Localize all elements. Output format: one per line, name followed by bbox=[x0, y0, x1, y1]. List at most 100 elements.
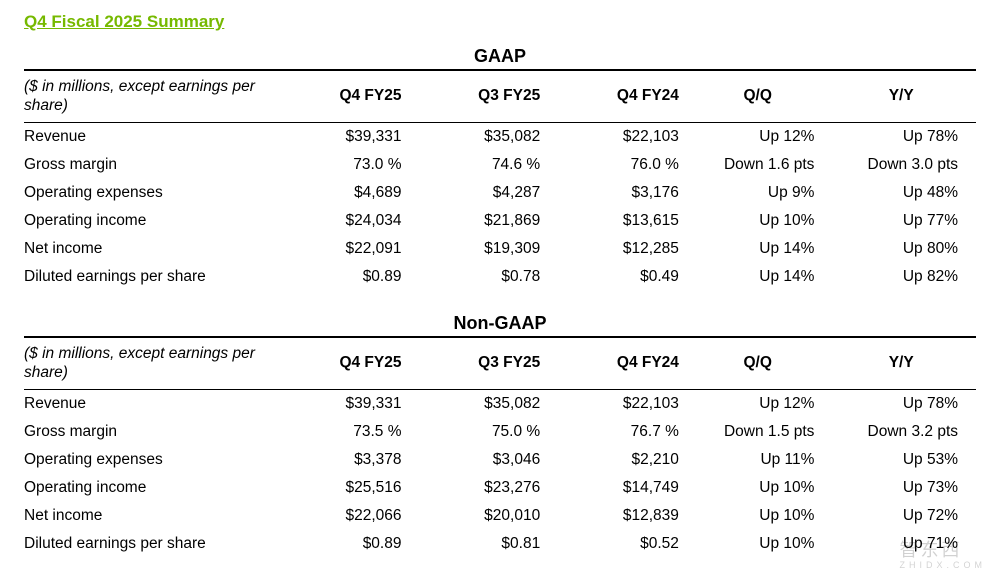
value-cell: $39,331 bbox=[273, 389, 412, 418]
table-title-non-gaap: Non-GAAP bbox=[24, 313, 976, 334]
value-cell: $4,689 bbox=[273, 179, 412, 207]
table-row: Gross margin73.0 %74.6 %76.0 %Down 1.6 p… bbox=[24, 151, 976, 179]
yy-cell: Up 80% bbox=[832, 235, 976, 263]
value-cell: $13,615 bbox=[550, 207, 689, 235]
yy-cell: Up 48% bbox=[832, 179, 976, 207]
row-label: Net income bbox=[24, 502, 273, 530]
yy-cell: Up 78% bbox=[832, 389, 976, 418]
table-row: Net income$22,091$19,309$12,285Up 14%Up … bbox=[24, 235, 976, 263]
value-cell: $22,103 bbox=[550, 122, 689, 151]
yy-cell: Down 3.2 pts bbox=[832, 418, 976, 446]
value-cell: $35,082 bbox=[411, 122, 550, 151]
tables-container: GAAP ($ in millions, except earnings per … bbox=[24, 46, 976, 558]
table-row: Net income$22,066$20,010$12,839Up 10%Up … bbox=[24, 502, 976, 530]
value-cell: $2,210 bbox=[550, 446, 689, 474]
value-cell: 76.7 % bbox=[550, 418, 689, 446]
value-cell: $0.78 bbox=[411, 263, 550, 291]
qq-cell: Up 11% bbox=[689, 446, 833, 474]
qq-cell: Up 14% bbox=[689, 263, 833, 291]
value-cell: $22,091 bbox=[273, 235, 412, 263]
row-label: Diluted earnings per share bbox=[24, 530, 273, 558]
value-cell: $22,066 bbox=[273, 502, 412, 530]
row-label: Operating expenses bbox=[24, 446, 273, 474]
row-label: Gross margin bbox=[24, 151, 273, 179]
qq-cell: Down 1.6 pts bbox=[689, 151, 833, 179]
table-row: Operating income$25,516$23,276$14,749Up … bbox=[24, 474, 976, 502]
row-label: Net income bbox=[24, 235, 273, 263]
value-cell: $22,103 bbox=[550, 389, 689, 418]
value-cell: $3,176 bbox=[550, 179, 689, 207]
yy-cell: Up 77% bbox=[832, 207, 976, 235]
value-cell: $0.89 bbox=[273, 263, 412, 291]
value-cell: $20,010 bbox=[411, 502, 550, 530]
value-cell: $19,309 bbox=[411, 235, 550, 263]
value-cell: $12,285 bbox=[550, 235, 689, 263]
table-row: Gross margin73.5 %75.0 %76.7 %Down 1.5 p… bbox=[24, 418, 976, 446]
yy-cell: Up 73% bbox=[832, 474, 976, 502]
table-row: Operating expenses$3,378$3,046$2,210Up 1… bbox=[24, 446, 976, 474]
qq-cell: Up 10% bbox=[689, 502, 833, 530]
table-row: Diluted earnings per share$0.89$0.78$0.4… bbox=[24, 263, 976, 291]
value-cell: $0.81 bbox=[411, 530, 550, 558]
yy-cell: Up 78% bbox=[832, 122, 976, 151]
qq-cell: Up 14% bbox=[689, 235, 833, 263]
table-row: Revenue$39,331$35,082$22,103Up 12%Up 78% bbox=[24, 389, 976, 418]
yy-cell: Up 72% bbox=[832, 502, 976, 530]
value-cell: $24,034 bbox=[273, 207, 412, 235]
column-header: Y/Y bbox=[832, 337, 976, 389]
yy-cell: Down 3.0 pts bbox=[832, 151, 976, 179]
table-title-gaap: GAAP bbox=[24, 46, 976, 67]
table-row: Operating income$24,034$21,869$13,615Up … bbox=[24, 207, 976, 235]
yy-cell: Up 53% bbox=[832, 446, 976, 474]
qq-cell: Down 1.5 pts bbox=[689, 418, 833, 446]
value-cell: $35,082 bbox=[411, 389, 550, 418]
value-cell: $25,516 bbox=[273, 474, 412, 502]
value-cell: $4,287 bbox=[411, 179, 550, 207]
yy-cell: Up 82% bbox=[832, 263, 976, 291]
row-label: Gross margin bbox=[24, 418, 273, 446]
value-cell: $12,839 bbox=[550, 502, 689, 530]
qq-cell: Up 10% bbox=[689, 530, 833, 558]
qq-cell: Up 10% bbox=[689, 474, 833, 502]
qq-cell: Up 9% bbox=[689, 179, 833, 207]
value-cell: $0.49 bbox=[550, 263, 689, 291]
value-cell: $0.52 bbox=[550, 530, 689, 558]
column-note: ($ in millions, except earnings per shar… bbox=[24, 70, 273, 122]
row-label: Operating income bbox=[24, 207, 273, 235]
column-header: Y/Y bbox=[832, 70, 976, 122]
financial-table-non-gaap: ($ in millions, except earnings per shar… bbox=[24, 336, 976, 558]
column-header: Q4 FY24 bbox=[550, 70, 689, 122]
column-header: Q4 FY25 bbox=[273, 337, 412, 389]
column-header: Q3 FY25 bbox=[411, 70, 550, 122]
value-cell: $23,276 bbox=[411, 474, 550, 502]
value-cell: $0.89 bbox=[273, 530, 412, 558]
yy-cell: Up 71% bbox=[832, 530, 976, 558]
column-header: Q/Q bbox=[689, 70, 833, 122]
table-row: Revenue$39,331$35,082$22,103Up 12%Up 78% bbox=[24, 122, 976, 151]
row-label: Operating income bbox=[24, 474, 273, 502]
table-row: Diluted earnings per share$0.89$0.81$0.5… bbox=[24, 530, 976, 558]
column-note: ($ in millions, except earnings per shar… bbox=[24, 337, 273, 389]
row-label: Revenue bbox=[24, 122, 273, 151]
financial-table-gaap: ($ in millions, except earnings per shar… bbox=[24, 69, 976, 291]
value-cell: 76.0 % bbox=[550, 151, 689, 179]
column-header: Q3 FY25 bbox=[411, 337, 550, 389]
row-label: Operating expenses bbox=[24, 179, 273, 207]
column-header: Q/Q bbox=[689, 337, 833, 389]
qq-cell: Up 10% bbox=[689, 207, 833, 235]
row-label: Diluted earnings per share bbox=[24, 263, 273, 291]
value-cell: $14,749 bbox=[550, 474, 689, 502]
value-cell: $3,046 bbox=[411, 446, 550, 474]
qq-cell: Up 12% bbox=[689, 389, 833, 418]
watermark-sub: ZHIDX.COM bbox=[900, 560, 987, 570]
value-cell: 75.0 % bbox=[411, 418, 550, 446]
value-cell: 74.6 % bbox=[411, 151, 550, 179]
table-row: Operating expenses$4,689$4,287$3,176Up 9… bbox=[24, 179, 976, 207]
row-label: Revenue bbox=[24, 389, 273, 418]
value-cell: 73.5 % bbox=[273, 418, 412, 446]
qq-cell: Up 12% bbox=[689, 122, 833, 151]
value-cell: $3,378 bbox=[273, 446, 412, 474]
value-cell: $39,331 bbox=[273, 122, 412, 151]
column-header: Q4 FY25 bbox=[273, 70, 412, 122]
value-cell: $21,869 bbox=[411, 207, 550, 235]
